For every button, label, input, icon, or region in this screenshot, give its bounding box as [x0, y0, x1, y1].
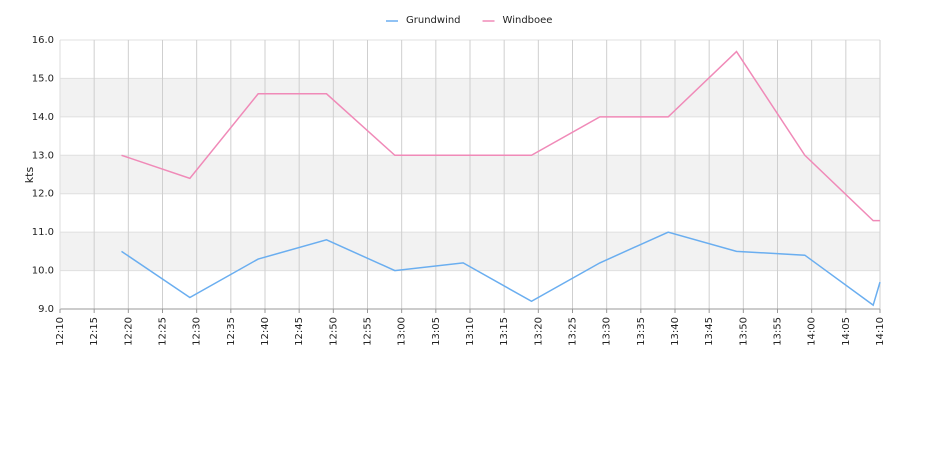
x-tick-label: 13:40	[670, 317, 681, 346]
x-tick-label: 12:50	[328, 317, 339, 346]
x-tick-label: 12:15	[89, 317, 100, 346]
x-tick-label: 13:45	[704, 317, 715, 346]
y-tick-label: 9.0	[38, 304, 54, 315]
y-tick-label: 14.0	[32, 112, 54, 123]
x-tick-label: 13:30	[602, 317, 613, 346]
x-tick-label: 12:55	[363, 317, 374, 346]
x-tick-label: 13:00	[397, 317, 408, 346]
x-tick-label: 12:40	[260, 317, 271, 346]
y-tick-label: 16.0	[32, 35, 54, 46]
x-tick-label: 12:30	[192, 317, 203, 346]
y-tick-label: 10.0	[32, 266, 54, 277]
x-tick-label: 12:45	[294, 317, 305, 346]
line	[121, 50, 880, 222]
x-tick-label: 13:10	[465, 317, 476, 346]
legend-label: Windboee	[503, 15, 553, 26]
x-tick-label: 13:50	[738, 317, 749, 346]
y-tick-label: 15.0	[32, 73, 54, 84]
y-tick-label: 11.0	[32, 227, 54, 238]
x-tick-label: 13:05	[431, 317, 442, 346]
x-tick-label: 14:05	[841, 317, 852, 346]
x-tick-label: 13:15	[499, 317, 510, 346]
x-tick-label: 14:00	[807, 317, 818, 346]
x-tick-label: 12:35	[226, 317, 237, 346]
x-tick-label: 13:35	[636, 317, 647, 346]
x-tick-label: 13:20	[533, 317, 544, 346]
x-tick-label: 14:10	[875, 317, 886, 346]
legend-label: Grundwind	[406, 15, 461, 26]
x-tick-label: 12:20	[123, 317, 134, 346]
x-tick-label: 13:25	[568, 317, 579, 346]
x-tick-label: 12:10	[55, 317, 66, 346]
x-tick-label: 12:25	[158, 317, 169, 346]
x-tick-label: 13:55	[773, 317, 784, 346]
y-tick-label: 12.0	[32, 189, 54, 200]
line	[121, 231, 881, 307]
y-axis-label: kts	[23, 167, 36, 184]
y-tick-label: 13.0	[32, 150, 54, 161]
